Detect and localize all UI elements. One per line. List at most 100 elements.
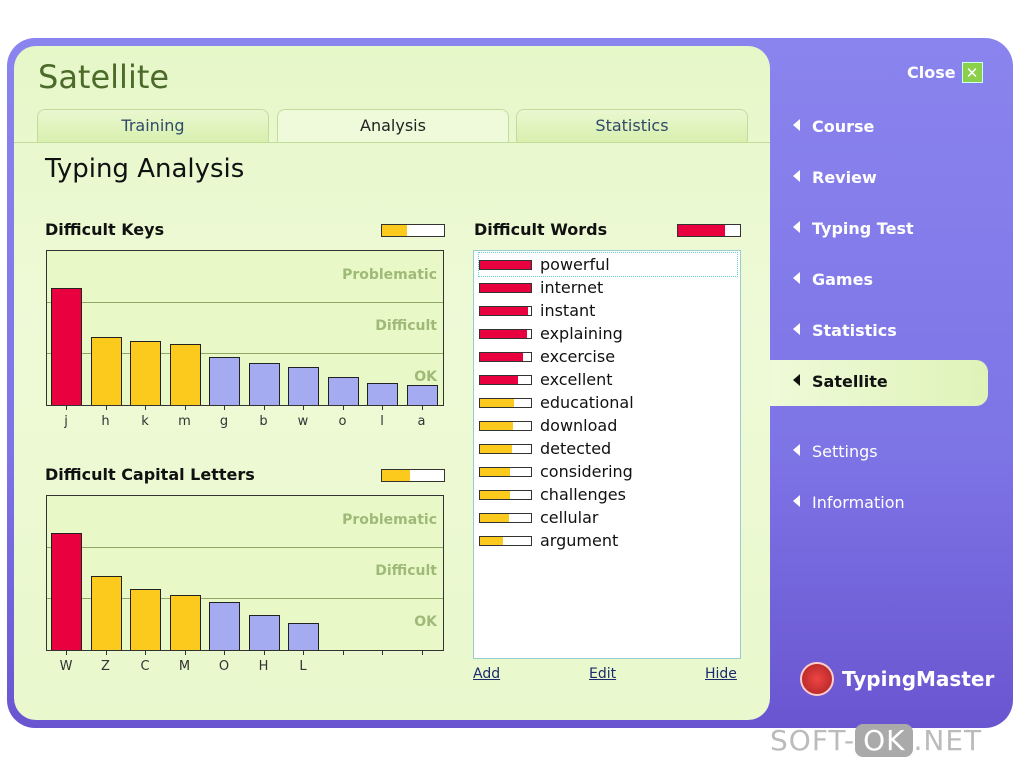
chart-bar (169, 344, 201, 405)
chart-bar (288, 366, 319, 405)
tab-divider (14, 142, 770, 143)
word-difficulty-bar (479, 489, 532, 500)
chevron-left-icon (793, 323, 800, 335)
watermark-a: SOFT- (770, 724, 856, 757)
zone-label: Problematic (342, 511, 437, 528)
nav-item-settings[interactable]: Settings (793, 442, 878, 461)
nav-active-highlight (770, 360, 988, 406)
chart-bar (288, 623, 319, 650)
x-tick (66, 405, 67, 410)
x-tick (105, 650, 107, 655)
word-item[interactable]: educational (479, 391, 737, 414)
word-difficulty-bar (479, 374, 532, 385)
x-label: O (218, 659, 230, 674)
difficult-keys-title: Difficult Keys (45, 220, 165, 239)
hide-word-link[interactable]: Hide (705, 666, 737, 682)
tab-statistics[interactable]: Statistics (516, 109, 748, 142)
zone-label: OK (414, 613, 437, 630)
word-difficulty-bar (479, 397, 532, 408)
chart-bar (51, 533, 82, 650)
add-word-link[interactable]: Add (473, 666, 501, 682)
chevron-left-icon (793, 374, 800, 386)
tab-analysis[interactable]: Analysis (277, 109, 509, 142)
x-tick (224, 405, 225, 410)
word-item[interactable]: instant (479, 299, 737, 322)
nav-item-review[interactable]: Review (793, 168, 877, 187)
nav-label: Review (812, 168, 877, 187)
word-item[interactable]: internet (479, 276, 737, 299)
word-item[interactable]: excercise (479, 345, 737, 368)
close-button[interactable]: Close ✕ (907, 62, 983, 83)
nav-item-satellite[interactable]: Satellite (793, 372, 888, 391)
word-text: instant (540, 301, 596, 320)
x-label: m (178, 414, 191, 429)
chevron-left-icon (793, 495, 800, 507)
chart-bar (169, 594, 201, 650)
word-difficulty-bar (479, 282, 532, 293)
word-text: excercise (540, 347, 616, 366)
x-label: C (140, 659, 150, 674)
nav-item-information[interactable]: Information (793, 493, 905, 512)
x-label: H (258, 659, 269, 674)
x-tick (421, 405, 423, 410)
typingmaster-logo-icon (800, 662, 834, 696)
word-item[interactable]: download (479, 414, 737, 437)
chevron-left-icon (793, 221, 800, 233)
edit-word-link[interactable]: Edit (589, 666, 617, 682)
word-item[interactable]: argument (479, 529, 737, 552)
x-label: k (141, 414, 149, 429)
difficult-words-list[interactable]: powerful internet instant explaining excerci… (473, 250, 741, 659)
nav-label: Games (812, 270, 873, 289)
x-label: M (178, 659, 191, 674)
word-item[interactable]: detected (479, 437, 737, 460)
chart-bar (367, 382, 398, 405)
word-text: detected (540, 439, 612, 458)
tab-training[interactable]: Training (37, 109, 269, 142)
x-tick (382, 405, 383, 410)
chart-bar (90, 337, 122, 405)
x-tick (382, 650, 383, 655)
nav-item-course[interactable]: Course (793, 117, 874, 136)
x-label: l (380, 414, 384, 429)
word-difficulty-bar (479, 466, 532, 477)
word-item[interactable]: excellent (479, 368, 737, 391)
word-item[interactable]: explaining (479, 322, 737, 345)
x-label: j (64, 414, 68, 429)
x-label: w (297, 414, 309, 429)
nav-item-typing-test[interactable]: Typing Test (793, 219, 914, 238)
brand-name: TypingMaster (842, 667, 995, 691)
word-text: explaining (540, 324, 623, 343)
word-difficulty-bar (479, 305, 532, 316)
x-label: Z (101, 659, 110, 674)
x-tick (263, 650, 265, 655)
word-item[interactable]: cellular (479, 506, 737, 529)
nav-label: Information (812, 493, 905, 512)
zone-label: OK (414, 368, 437, 385)
x-tick (145, 650, 146, 655)
zone-gridline (47, 598, 443, 599)
nav-item-games[interactable]: Games (793, 270, 873, 289)
word-difficulty-bar (479, 259, 532, 270)
nav-item-statistics[interactable]: Statistics (793, 321, 897, 340)
word-item[interactable]: considering (479, 460, 737, 483)
word-difficulty-bar (479, 328, 532, 339)
difficult-capitals-chart: Problematic Difficult OK W Z C M O H L (46, 495, 444, 674)
word-difficulty-bar (479, 535, 532, 546)
word-text: internet (540, 278, 604, 297)
chart-bar (248, 614, 280, 650)
chart-bar (51, 288, 82, 405)
difficult-capitals-indicator (381, 469, 445, 482)
zone-label: Problematic (342, 266, 437, 283)
word-text: challenges (540, 485, 626, 504)
watermark: SOFT- OK .NET (770, 724, 982, 757)
x-tick (105, 405, 107, 410)
x-label: b (259, 414, 268, 429)
close-icon: ✕ (961, 62, 983, 83)
word-item[interactable]: powerful (478, 252, 738, 277)
chart-bar (406, 384, 438, 405)
chart-bar (248, 362, 280, 405)
word-item[interactable]: challenges (479, 483, 737, 506)
x-label: g (219, 414, 229, 429)
chevron-left-icon (793, 170, 800, 182)
zone-gridline (47, 302, 443, 303)
